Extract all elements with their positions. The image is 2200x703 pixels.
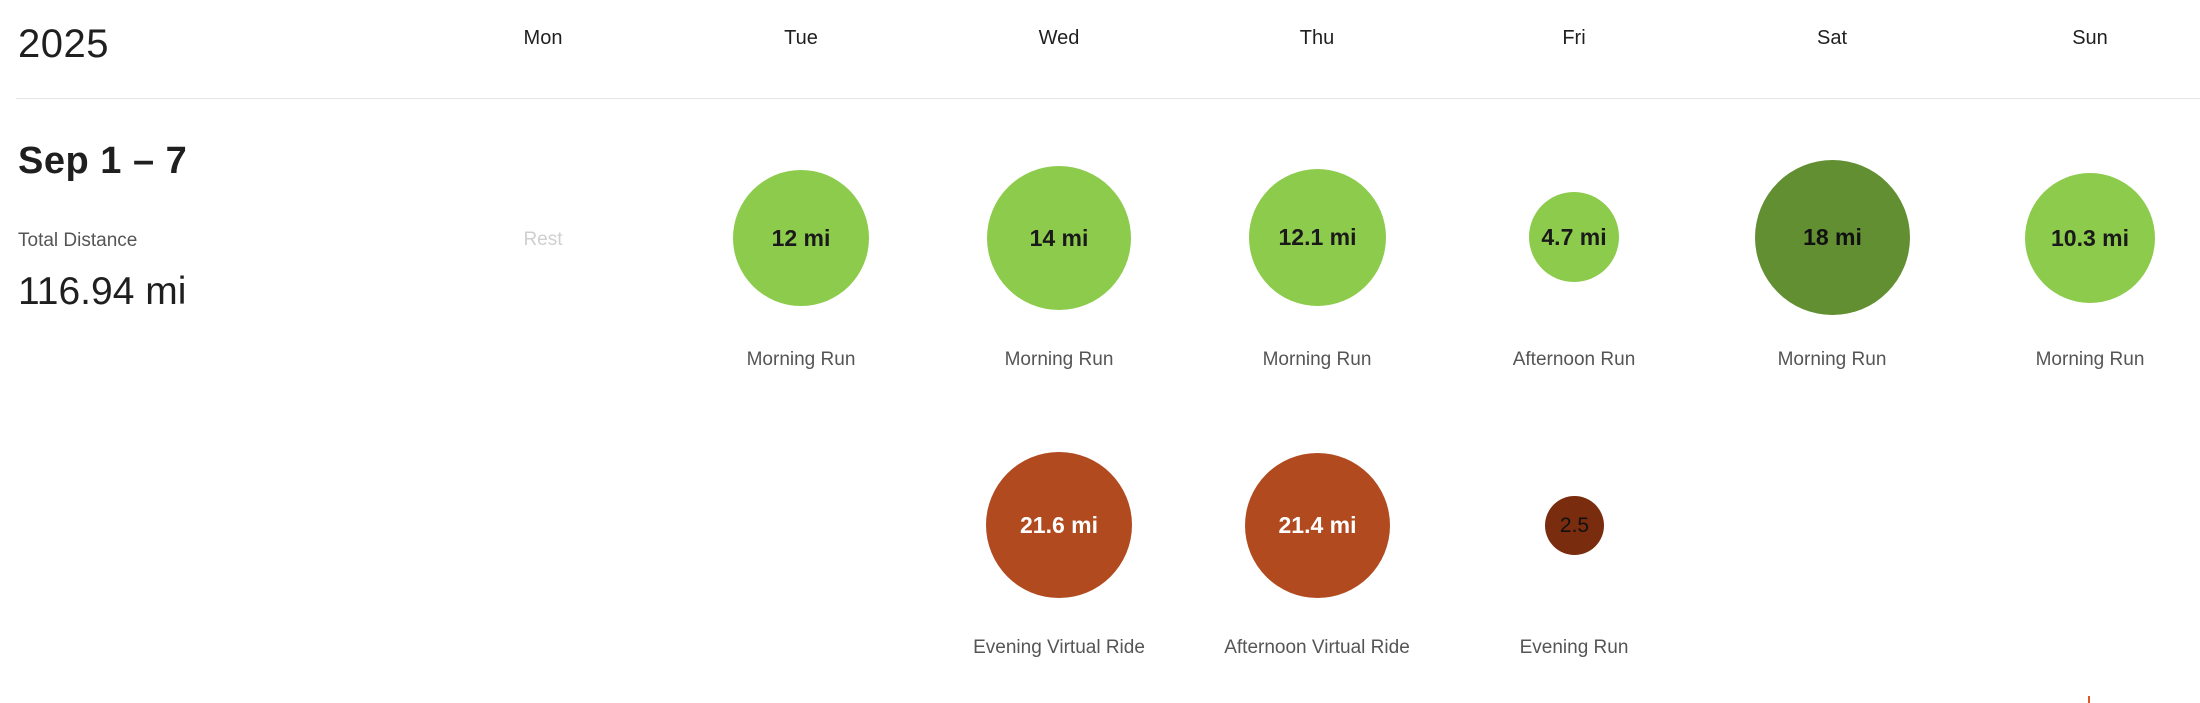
day-header-fri: Fri bbox=[1562, 27, 1586, 49]
day-header-sun: Sun bbox=[2072, 27, 2108, 49]
day-header-mon: Mon bbox=[523, 27, 563, 49]
activity-label-sat-run[interactable]: Morning Run bbox=[1777, 349, 1887, 370]
activity-label-tue-run[interactable]: Morning Run bbox=[746, 349, 856, 370]
year-title: 2025 bbox=[18, 22, 109, 66]
day-header-sat: Sat bbox=[1816, 27, 1848, 49]
activity-label-thu-run[interactable]: Morning Run bbox=[1262, 349, 1372, 370]
activity-label-fri-evening-run[interactable]: Evening Run bbox=[1519, 637, 1629, 658]
activity-bubble-wed-ride[interactable]: 21.6 mi bbox=[986, 452, 1132, 598]
week-range-title: Sep 1 – 7 bbox=[18, 140, 188, 182]
total-distance-label: Total Distance bbox=[18, 230, 138, 251]
day-header-thu: Thu bbox=[1299, 27, 1335, 49]
rest-day-label: Rest bbox=[523, 229, 563, 250]
day-header-wed: Wed bbox=[1038, 27, 1080, 49]
day-header-tue: Tue bbox=[784, 27, 818, 49]
activity-bubble-fri-evening-run[interactable]: 2.5 bbox=[1545, 496, 1604, 555]
activity-bubble-thu-run[interactable]: 12.1 mi bbox=[1249, 169, 1386, 306]
activity-bubble-thu-ride[interactable]: 21.4 mi bbox=[1245, 453, 1390, 598]
activity-label-fri-run[interactable]: Afternoon Run bbox=[1512, 349, 1636, 370]
activity-bubble-tue-run[interactable]: 12 mi bbox=[733, 170, 869, 306]
activity-label-sun-run[interactable]: Morning Run bbox=[2035, 349, 2145, 370]
header-divider bbox=[16, 98, 2200, 99]
activity-bubble-sat-run[interactable]: 18 mi bbox=[1755, 160, 1910, 315]
activity-bubble-fri-run[interactable]: 4.7 mi bbox=[1529, 192, 1619, 282]
activity-label-wed-run[interactable]: Morning Run bbox=[1004, 349, 1114, 370]
activity-label-thu-ride[interactable]: Afternoon Virtual Ride bbox=[1224, 637, 1410, 658]
activity-bubble-sun-run[interactable]: 10.3 mi bbox=[2025, 173, 2155, 303]
total-distance-value: 116.94 mi bbox=[18, 270, 187, 313]
activity-label-wed-ride[interactable]: Evening Virtual Ride bbox=[973, 637, 1145, 658]
activity-bubble-wed-run[interactable]: 14 mi bbox=[987, 166, 1131, 310]
corner-marker bbox=[2088, 696, 2090, 703]
